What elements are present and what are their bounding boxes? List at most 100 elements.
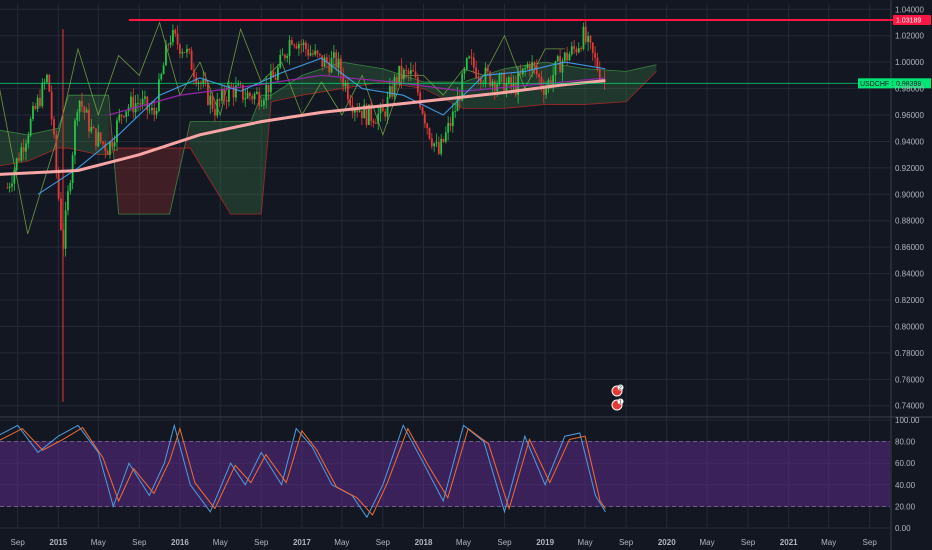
candle-body-15 [41, 82, 44, 107]
x-tick-label: 2016 [171, 538, 189, 547]
ma-medium-line [108, 74, 606, 116]
candle-body-75 [181, 52, 184, 54]
candle-body-216 [510, 77, 513, 87]
candle-body-39 [97, 132, 100, 147]
cloud-segment-9 [190, 121, 231, 215]
cloud-segment-7 [118, 148, 170, 215]
candle-body-36 [90, 127, 93, 132]
candle-body-119 [283, 54, 286, 58]
x-tick-label: May [578, 538, 593, 547]
candle-body-78 [188, 48, 191, 51]
candle-body-137 [325, 57, 328, 63]
candle-body-218 [514, 82, 517, 95]
candle-body-5 [18, 158, 20, 161]
candle-body-23 [60, 198, 62, 230]
y-tick-label: 1.00000 [895, 58, 924, 67]
candle-body-133 [316, 50, 319, 54]
candle-body-66 [160, 74, 163, 80]
candle-body-161 [381, 105, 384, 112]
event-marker-0[interactable]: 2 [611, 384, 624, 397]
candle-body-254 [598, 69, 601, 80]
candle-body-140 [332, 52, 335, 58]
candle-body-12 [34, 106, 37, 109]
cloud-segment-4 [68, 95, 99, 155]
candle-body-94 [225, 100, 228, 102]
candle-body-41 [102, 141, 104, 144]
candle-body-174 [412, 70, 415, 72]
candle-body-45 [111, 141, 114, 147]
y-tick-label: 0.74000 [895, 402, 924, 411]
candle-body-26 [67, 191, 69, 211]
ma-long-line [0, 79, 606, 176]
candle-body-42 [104, 143, 107, 151]
candle-body-182 [430, 138, 433, 147]
candle-body-187 [442, 138, 445, 142]
candle-body-252 [594, 52, 597, 58]
candle-body-2 [11, 183, 13, 187]
candle-body-192 [454, 111, 457, 112]
x-tick-label: 2019 [536, 538, 554, 547]
candle-body-167 [395, 77, 398, 83]
candle-body-86 [207, 82, 209, 105]
candle-body-145 [344, 83, 347, 86]
candle-body-115 [274, 77, 277, 80]
y-tick-label: 0.78000 [895, 349, 924, 358]
candle-body-150 [356, 109, 359, 112]
stoch-band [0, 441, 890, 507]
candle-body-244 [575, 48, 578, 53]
candle-body-132 [314, 50, 317, 55]
x-tick-label: Sep [376, 538, 391, 547]
candle-body-180 [426, 123, 429, 129]
candle-body-253 [596, 57, 599, 70]
candle-body-235 [554, 61, 557, 76]
candle-body-245 [577, 48, 580, 53]
candle-body-120 [286, 56, 289, 58]
candle-body-114 [272, 71, 275, 78]
candle-body-89 [214, 109, 216, 116]
candle-body-177 [419, 92, 422, 108]
candle-body-209 [493, 81, 496, 91]
candle-body-164 [388, 86, 391, 97]
candle-body-123 [293, 44, 296, 46]
candle-body-14 [39, 97, 41, 107]
candle-body-231 [545, 88, 548, 95]
candle-body-69 [167, 44, 170, 46]
candle-body-56 [137, 103, 139, 105]
cloud-span-b [0, 71, 657, 215]
candle-body-85 [204, 79, 207, 83]
candle-body-92 [221, 89, 223, 101]
candle-body-51 [125, 111, 128, 117]
candle-body-169 [400, 65, 403, 80]
chart-markers[interactable]: 21 [611, 384, 624, 411]
candle-body-206 [486, 67, 489, 72]
candle-body-59 [144, 96, 146, 99]
candle-body-222 [524, 68, 527, 69]
axes: 1.04000 1.02000 1.00000 0.98000 0.96000 0.940… [11, 5, 925, 547]
candle-body-64 [155, 110, 158, 115]
candle-body-197 [465, 58, 468, 70]
candle-body-29 [74, 120, 76, 156]
candle-body-129 [307, 49, 310, 56]
candle-body-211 [498, 74, 501, 85]
candle-body-102 [244, 98, 247, 100]
candle-body-225 [531, 62, 534, 71]
candle-body-124 [295, 45, 298, 49]
candle-body-71 [172, 30, 174, 43]
candle-body-131 [311, 53, 314, 55]
candle-body-62 [151, 107, 153, 110]
candle-body-134 [318, 53, 321, 56]
candle-body-1 [8, 186, 11, 188]
candle-body-79 [190, 50, 193, 70]
candle-body-141 [335, 52, 338, 68]
candle-body-157 [372, 120, 375, 124]
candle-body-136 [323, 57, 326, 67]
event-marker-badge [617, 384, 624, 391]
candle-body-11 [32, 106, 34, 120]
event-marker-1[interactable]: 1 [611, 398, 624, 411]
candle-body-251 [591, 42, 594, 53]
candle-body-156 [370, 104, 373, 121]
resistance-price-tag: 1.03189 [893, 15, 931, 26]
candle-body-236 [556, 56, 559, 62]
candle-body-32 [81, 100, 83, 107]
